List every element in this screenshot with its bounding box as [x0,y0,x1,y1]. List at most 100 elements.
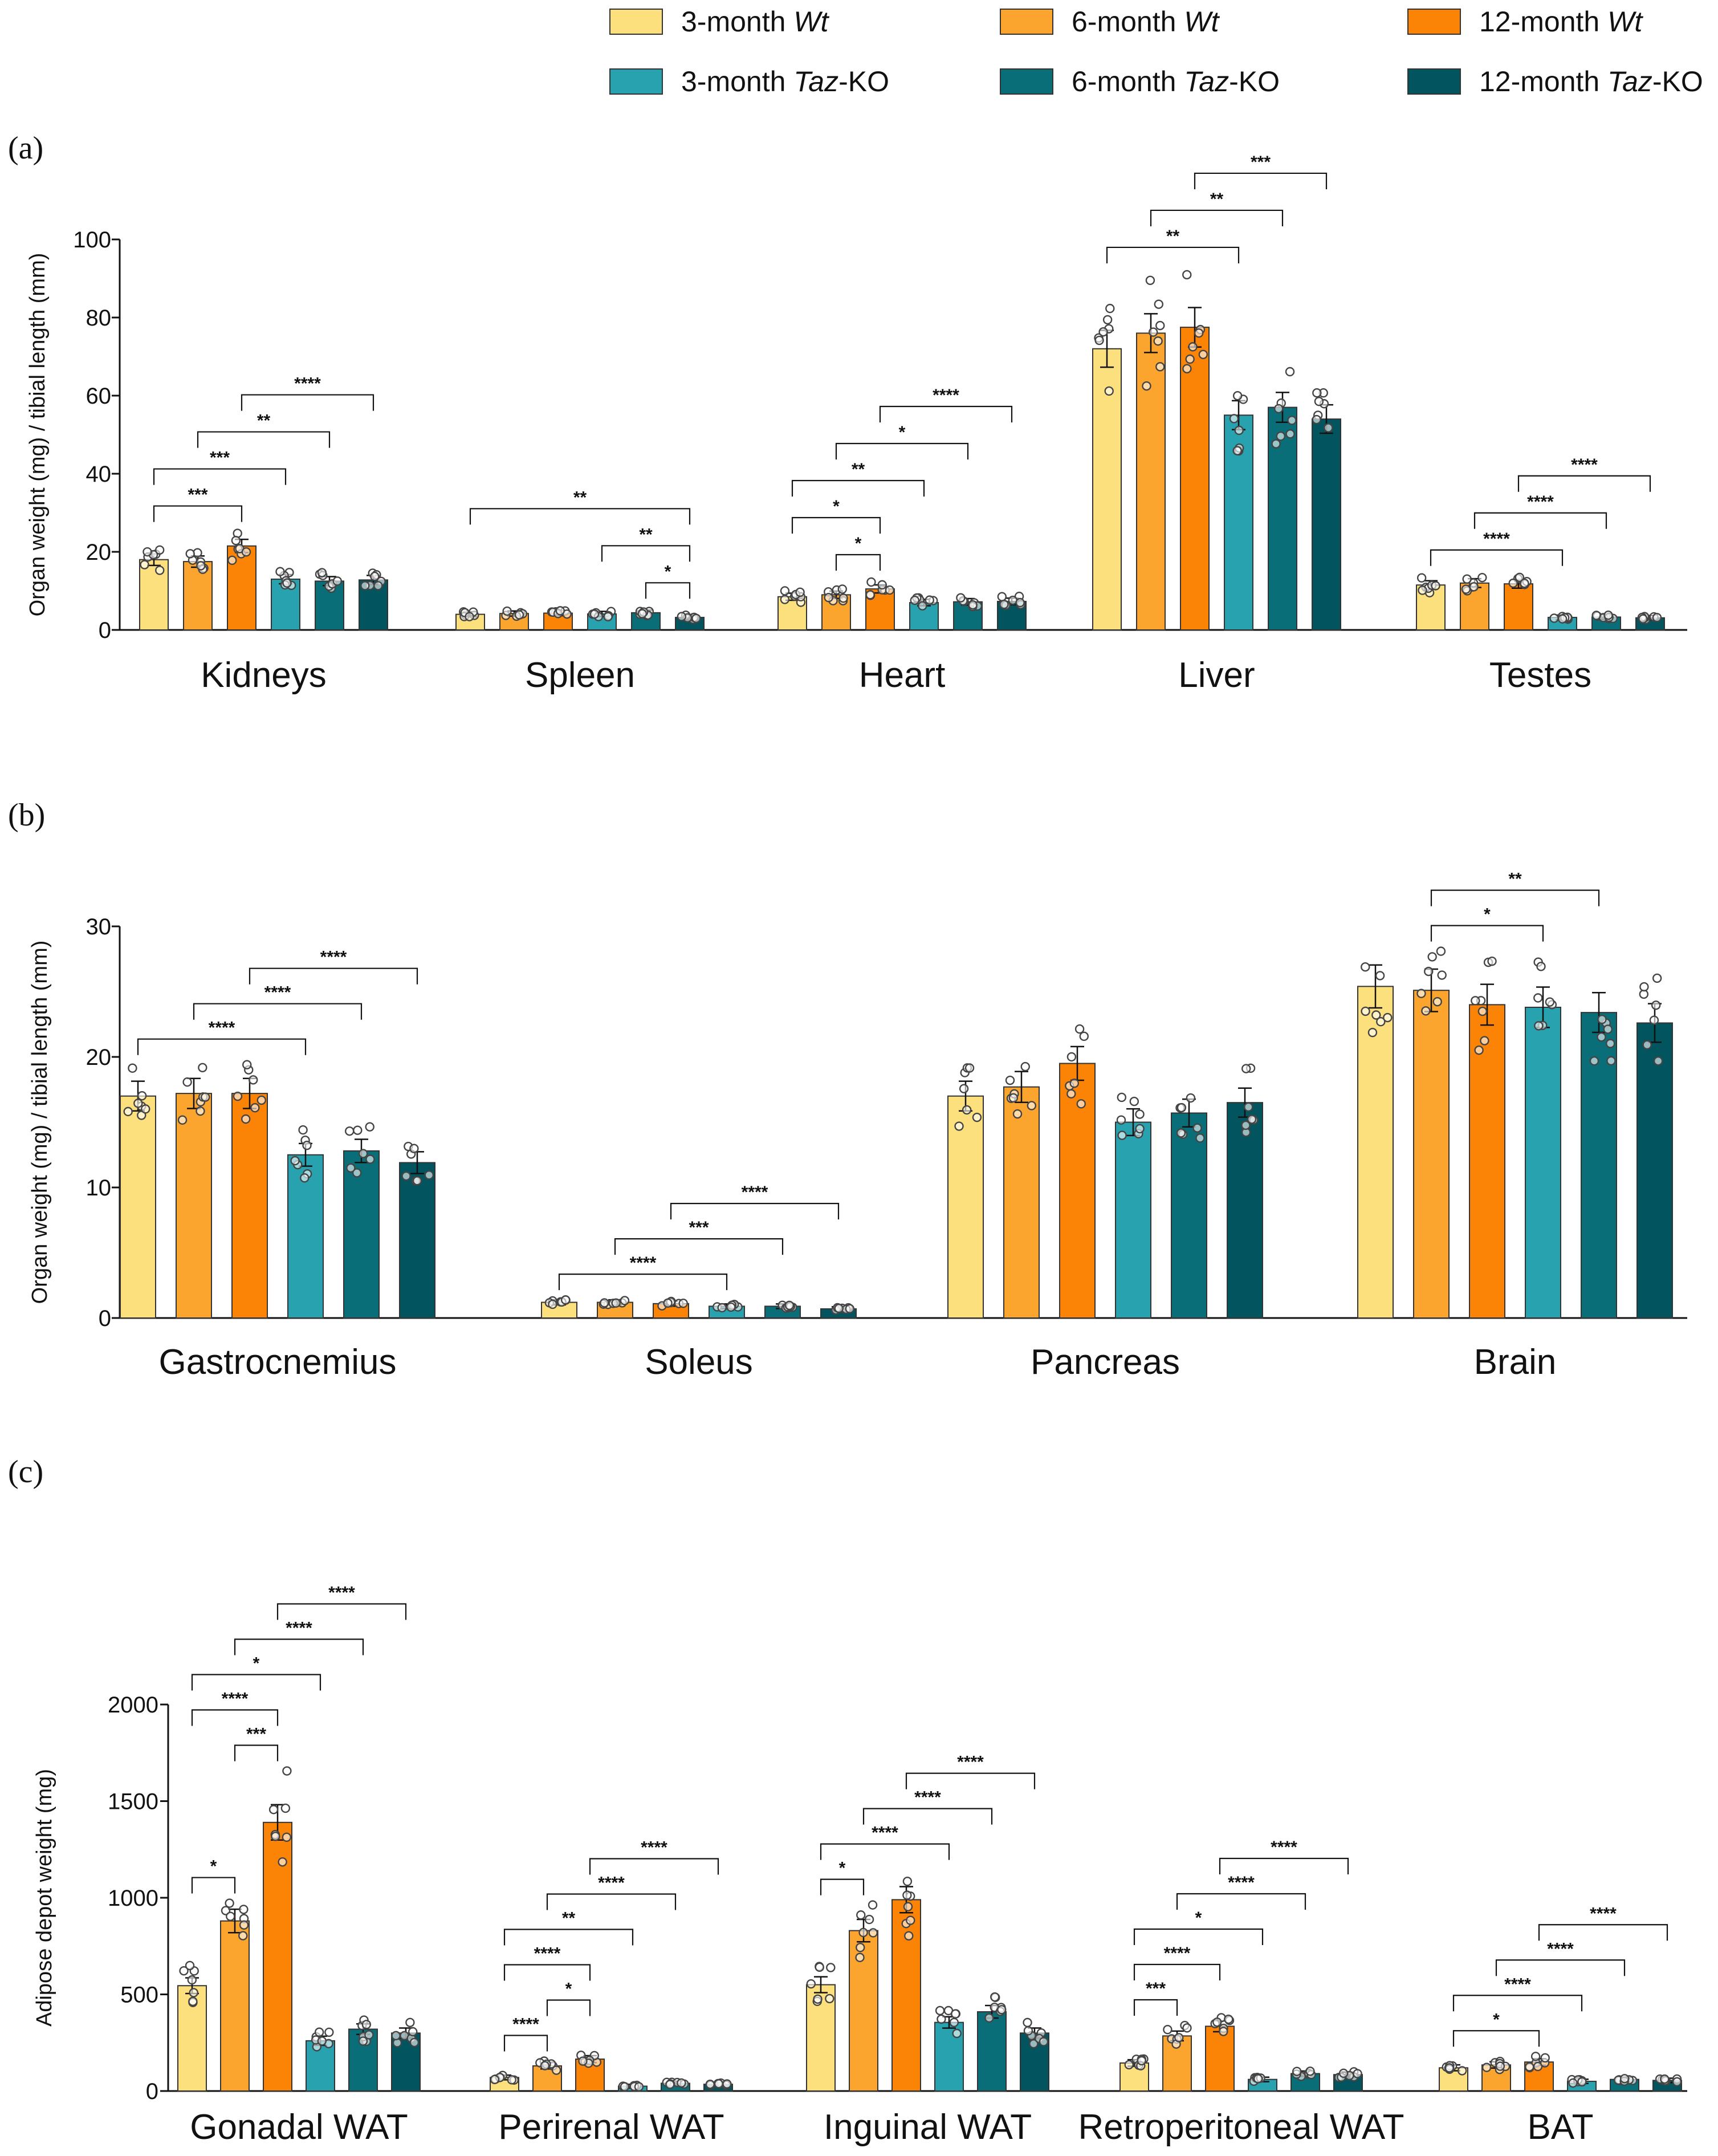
data-point [1194,328,1204,338]
significance-label: **** [1483,530,1510,548]
data-point [815,1962,824,1972]
legend-label: 6-month Wt [1072,6,1220,38]
data-point [1639,982,1649,992]
data-point [282,1766,292,1776]
data-point [1153,336,1163,346]
data-point [242,1060,252,1069]
data-point [1638,614,1648,624]
data-point [1487,956,1497,966]
significance-label: ** [1166,227,1180,246]
data-point [1383,1012,1393,1023]
data-point [968,600,978,610]
data-point [705,2079,715,2089]
bar [1180,327,1210,630]
data-point [1182,2023,1192,2033]
data-point [722,2079,732,2089]
significance-bracket [820,1843,950,1860]
significance-label: **** [1571,455,1598,474]
data-point [726,1302,736,1312]
data-point [1603,610,1613,620]
data-point [997,2005,1007,2015]
data-point [332,576,343,586]
bar [263,1821,292,2092]
data-point [952,2028,962,2039]
bar [399,1162,435,1319]
data-point [408,2027,418,2037]
data-point [1375,971,1385,981]
significance-bracket [1194,172,1328,189]
legend-swatch [609,68,663,95]
data-point [227,555,237,566]
data-point [1145,275,1155,285]
data-point [1135,1109,1145,1119]
data-point [813,1994,823,2004]
bar [120,1095,156,1319]
significance-label: ** [639,525,653,544]
data-point [1188,342,1198,352]
data-point [637,609,647,619]
data-point [424,1170,434,1180]
data-point [239,1905,249,1914]
data-point [1653,1056,1663,1066]
data-point [364,2030,374,2040]
significance-bracket [1538,1924,1668,1941]
data-point [634,2082,644,2092]
data-point [1066,1052,1077,1062]
significance-label: ** [1210,190,1224,209]
data-point [1642,1040,1652,1050]
data-point [1444,2063,1454,2073]
data-point [1603,1024,1613,1034]
category-label: Spleen [525,656,635,695]
category-label: Brain [1474,1343,1557,1382]
y-tick-label: 1000 [108,1886,158,1911]
data-point [358,1149,368,1158]
data-point [1549,613,1559,623]
data-point [1182,364,1192,373]
significance-bracket [234,1638,364,1655]
data-point [155,566,165,575]
data-point [937,2014,946,2024]
significance-bracket [241,394,374,411]
data-point [910,595,920,605]
data-point [182,1077,192,1087]
significance-label: * [1195,1909,1202,1927]
data-point [864,1914,874,1925]
category-label: Retroperitoneal WAT [1078,2108,1404,2147]
significance-label: **** [1547,1939,1574,1958]
data-point [1155,320,1165,331]
y-tick-label: 20 [86,1045,112,1070]
data-point [1376,1017,1386,1027]
legend: 3-month Wt 6-month Wt 12-month Wt 3-month T… [609,6,1703,97]
significance-label: **** [598,1873,625,1892]
bar [220,1920,250,2092]
significance-label: ** [573,488,587,507]
data-point [1154,299,1164,309]
data-point [137,1091,147,1101]
data-point [225,1898,234,1908]
significance-label: * [899,423,906,442]
data-point [1437,970,1447,980]
significance-bracket [503,1964,591,1981]
data-point [1271,439,1281,449]
significance-bracket [879,405,1013,422]
panel-label-c: (c) [8,1454,43,1490]
data-point [935,2006,945,2016]
data-point [997,592,1007,601]
category-label: Gonadal WAT [190,2108,408,2147]
data-point [198,1063,207,1073]
significance-label: ** [562,1909,576,1927]
data-point [187,1975,197,1985]
data-point [950,2009,960,2019]
category-label: Pancreas [1031,1343,1180,1382]
y-tick-label: 1500 [108,1789,158,1815]
significance-bracket [546,1999,591,2016]
data-point [1195,1133,1205,1143]
data-point [370,571,380,581]
data-point [1241,1064,1251,1073]
legend-label: 3-month Taz-KO [681,66,889,97]
data-point [1285,367,1295,377]
legend-label: 6-month Taz-KO [1072,66,1280,97]
data-point [268,1805,279,1815]
data-point [868,1928,878,1938]
data-point [824,593,833,603]
